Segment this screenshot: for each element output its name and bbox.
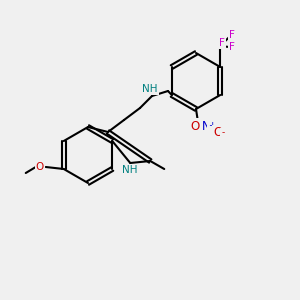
Text: O: O bbox=[213, 127, 223, 140]
Text: F: F bbox=[229, 30, 235, 40]
Text: NH: NH bbox=[122, 165, 138, 175]
Text: O: O bbox=[36, 162, 44, 172]
Text: F: F bbox=[229, 42, 235, 52]
Text: N: N bbox=[202, 119, 210, 133]
Text: O: O bbox=[190, 119, 200, 133]
Text: +: + bbox=[208, 122, 216, 130]
Text: NH: NH bbox=[142, 84, 158, 94]
Text: F: F bbox=[219, 38, 225, 48]
Text: -: - bbox=[221, 128, 225, 137]
